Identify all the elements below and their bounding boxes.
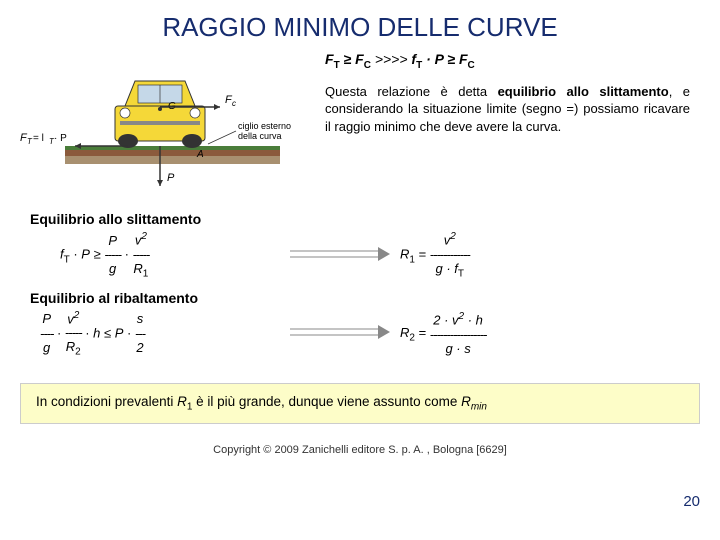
description-text: Questa relazione è detta equilibrio allo… [325, 83, 690, 136]
formula-block: FT ≥ FC >>>> fT · P ≥ FC Questa relazion… [315, 51, 700, 196]
car-diagram: G F c P A ciglio esterno della curva F T… [20, 51, 300, 196]
svg-text:· P: · P [54, 133, 67, 144]
page-title: RAGGIO MINIMO DELLE CURVE [0, 0, 720, 51]
svg-text:c: c [232, 99, 236, 108]
top-section: G F c P A ciglio esterno della curva F T… [0, 51, 720, 196]
eq2-right: R2 = 2 · v2 · h-----------------g · s [400, 311, 600, 356]
page-number: 20 [683, 493, 700, 510]
arrow-1 [290, 244, 400, 267]
main-formula: FT ≥ FC >>>> fT · P ≥ FC [325, 51, 690, 71]
equations-section: Equilibrio allo slittamento fT · P ≥ P--… [0, 196, 720, 371]
eq2-row: P----g · v2-----R2 · h ≤ P · s---2 R2 = … [30, 310, 690, 359]
eq1-left: fT · P ≥ P-----g · v2-----R1 [30, 231, 290, 280]
conclusion-box: In condizioni prevalenti R1 è il più gra… [20, 383, 700, 424]
svg-text:P: P [167, 172, 175, 184]
svg-text:A: A [196, 149, 204, 160]
copyright: Copyright © 2009 Zanichelli editore S. p… [0, 444, 720, 456]
eq1-row: fT · P ≥ P-----g · v2-----R1 R1 = v2----… [30, 231, 690, 280]
eq1-heading: Equilibrio allo slittamento [30, 211, 690, 227]
arrow-2 [290, 322, 400, 345]
svg-text:ciglio esterno: ciglio esterno [238, 121, 291, 131]
svg-text:della curva: della curva [238, 131, 282, 141]
eq2-heading: Equilibrio al ribaltamento [30, 290, 690, 306]
eq2-left: P----g · v2-----R2 · h ≤ P · s---2 [30, 310, 290, 359]
eq1-right: R1 = v2------------g · fT [400, 231, 600, 280]
svg-text:= l: = l [33, 133, 44, 144]
